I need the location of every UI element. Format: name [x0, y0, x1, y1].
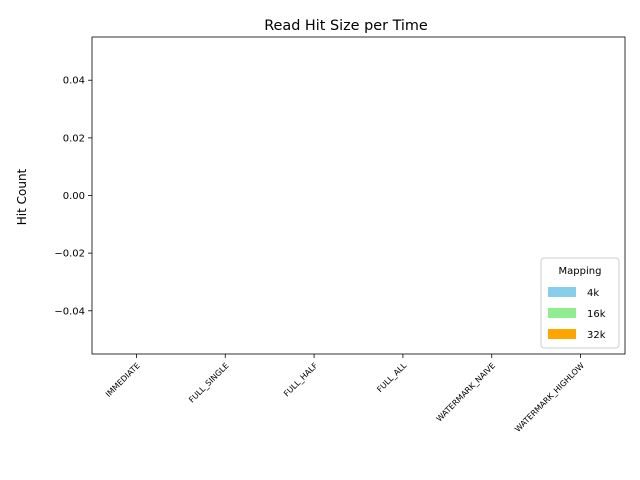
y-tick-label: −0.02 — [54, 249, 85, 260]
x-tick-label: FULL_SINGLE — [187, 361, 230, 404]
legend-label-4k: 4k — [587, 288, 599, 299]
x-tick-label: FULL_HALF — [282, 361, 320, 399]
legend-box — [540, 257, 620, 349]
chart-title: Read Hit Size per Time — [264, 18, 428, 34]
y-tick-label: 0.04 — [63, 76, 85, 87]
legend-swatch-32k — [548, 329, 576, 339]
x-tick-label: FULL_ALL — [375, 361, 408, 394]
y-axis-label: Hit Count — [15, 168, 29, 225]
legend-label-16k: 16k — [587, 309, 606, 320]
legend-label-32k: 32k — [587, 330, 606, 341]
y-tick-label: −0.04 — [54, 306, 85, 317]
y-axis: −0.04 −0.02 0.00 0.02 0.04 — [54, 76, 92, 317]
x-tick-label: WATERMARK_NAIVE — [435, 361, 497, 423]
legend: Mapping 4k 16k 32k — [540, 257, 620, 349]
legend-title: Mapping — [559, 266, 602, 277]
legend-swatch-4k — [548, 287, 576, 297]
y-tick-label: 0.02 — [63, 133, 85, 144]
x-axis: IMMEDIATE FULL_SINGLE FULL_HALF FULL_ALL WAT… — [104, 354, 586, 434]
y-tick-label: 0.00 — [63, 191, 85, 202]
x-tick-label: IMMEDIATE — [104, 361, 142, 399]
x-tick-label: WATERMARK_HIGHLOW — [513, 361, 586, 434]
legend-swatch-16k — [548, 308, 576, 318]
